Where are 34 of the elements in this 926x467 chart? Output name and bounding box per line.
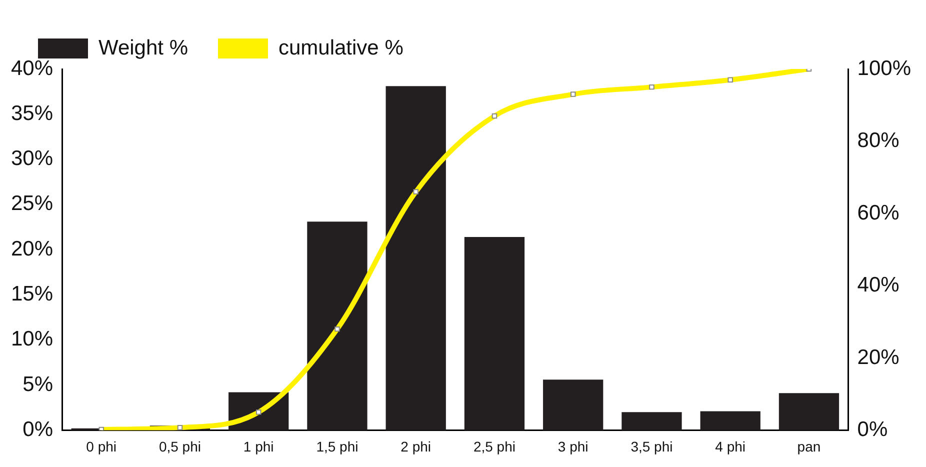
y-tick-label: 5%: [22, 372, 54, 396]
y-tick-label: 35%: [11, 102, 54, 125]
x-tick-label: 3 phi: [558, 438, 588, 454]
bar: [543, 380, 604, 430]
x-tick-label: 1,5 phi: [316, 438, 358, 454]
x-tick-label: 0 phi: [86, 438, 117, 454]
y-tick-label: 20%: [11, 237, 54, 260]
x-tick-label: pan: [797, 438, 821, 454]
x-tick-label: 0,5 phi: [158, 438, 201, 454]
x-tick-label: 4 phi: [715, 438, 746, 454]
y-tick-label: 10%: [11, 328, 54, 351]
y2-tick-label: 0%: [857, 418, 888, 441]
y2-tick-label: 40%: [857, 274, 900, 297]
y-tick-label: 30%: [11, 147, 54, 170]
y2-tick-label: 60%: [857, 201, 900, 224]
legend-label: cumulative %: [278, 36, 404, 60]
x-tick-label: 3,5 phi: [630, 438, 673, 454]
legend-label: Weight %: [98, 36, 188, 60]
y2-tick-label: 100%: [857, 56, 912, 80]
x-tick-label: 2,5 phi: [473, 438, 516, 454]
y-tick-label: 15%: [11, 282, 54, 306]
y-tick-label: 0%: [22, 418, 54, 441]
y2-tick-label: 80%: [857, 129, 900, 152]
bar: [464, 236, 525, 430]
x-tick-label: 2 phi: [400, 438, 432, 454]
bar: [778, 393, 840, 430]
y2-tick-label: 20%: [857, 346, 900, 369]
y-tick-label: 25%: [11, 192, 54, 216]
bar: [700, 411, 760, 430]
bar: [307, 222, 368, 430]
bar: [386, 86, 446, 430]
bar: [622, 412, 682, 430]
x-tick-label: 1 phi: [243, 438, 274, 454]
y-tick-label: 40%: [11, 56, 54, 80]
